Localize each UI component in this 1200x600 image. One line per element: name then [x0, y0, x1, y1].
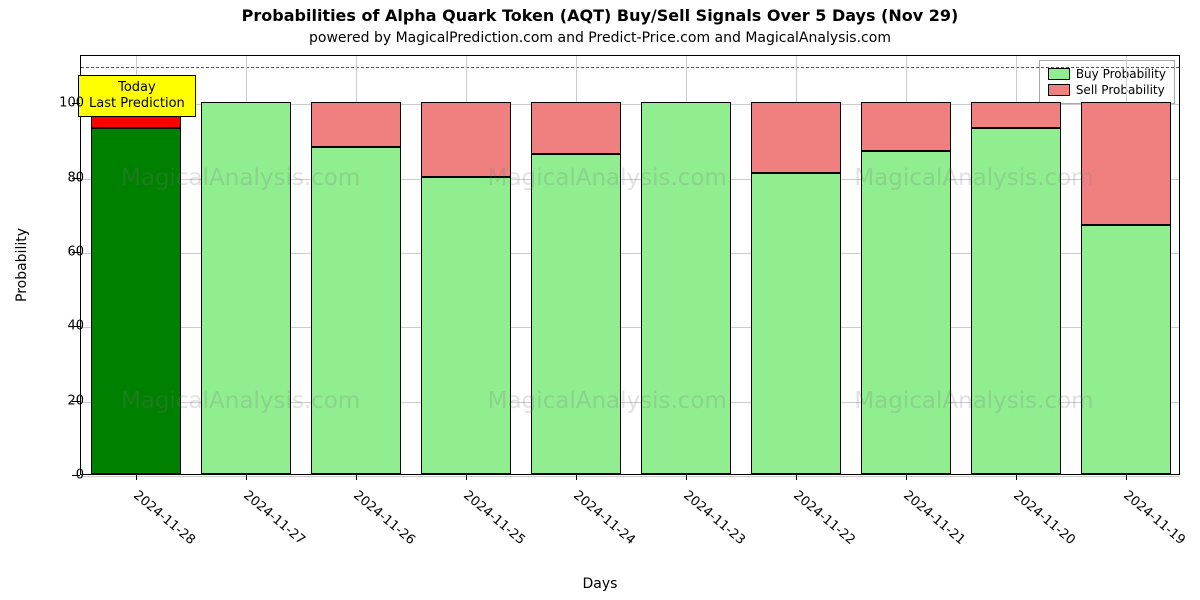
xtick [356, 474, 357, 480]
plot-area: Buy Probability Sell Probability 2024-11… [80, 55, 1180, 475]
bar-buy [641, 102, 731, 474]
ytick [72, 326, 80, 327]
xtick [906, 474, 907, 480]
bar-group [201, 56, 291, 474]
xtick-label: 2024-11-26 [350, 488, 418, 548]
bar-buy [1081, 225, 1171, 474]
xtick [466, 474, 467, 480]
bar-group [1081, 56, 1171, 474]
xtick-label: 2024-11-28 [130, 488, 198, 548]
annotation-line: Today [89, 80, 185, 96]
xtick [1016, 474, 1017, 480]
chart-container: Probabilities of Alpha Quark Token (AQT)… [0, 0, 1200, 600]
xtick-label: 2024-11-21 [900, 488, 968, 548]
ytick [72, 178, 80, 179]
bar-buy [201, 102, 291, 474]
xtick-label: 2024-11-20 [1010, 488, 1078, 548]
bar-group [421, 56, 511, 474]
xtick [1126, 474, 1127, 480]
bar-buy [421, 177, 511, 474]
xtick-label: 2024-11-23 [680, 488, 748, 548]
bar-buy [861, 151, 951, 474]
ytick [72, 252, 80, 253]
bar-buy [531, 154, 621, 474]
bar-buy [971, 128, 1061, 474]
bar-sell [861, 102, 951, 150]
xtick-label: 2024-11-27 [240, 488, 308, 548]
chart-subtitle: powered by MagicalPrediction.com and Pre… [0, 30, 1200, 46]
bar-sell [311, 102, 401, 147]
bar-group [751, 56, 841, 474]
bar-group [531, 56, 621, 474]
ytick [72, 475, 80, 476]
ytick [72, 103, 80, 104]
bar-sell [971, 102, 1061, 128]
annotation-today: TodayLast Prediction [78, 75, 196, 118]
annotation-line: Last Prediction [89, 96, 185, 112]
bar-group [91, 56, 181, 474]
xtick-label: 2024-11-19 [1120, 488, 1188, 548]
bar-buy [91, 128, 181, 474]
xtick-label: 2024-11-22 [790, 488, 858, 548]
xtick [686, 474, 687, 480]
xtick [796, 474, 797, 480]
xtick [246, 474, 247, 480]
bar-sell [421, 102, 511, 176]
bar-group [311, 56, 401, 474]
bar-buy [311, 147, 401, 474]
xtick-label: 2024-11-24 [570, 488, 638, 548]
xtick [136, 474, 137, 480]
y-axis-label: Probability [14, 228, 30, 302]
bar-buy [751, 173, 841, 474]
bar-group [641, 56, 731, 474]
bar-group [971, 56, 1061, 474]
chart-title: Probabilities of Alpha Quark Token (AQT)… [0, 6, 1200, 25]
bar-sell [1081, 102, 1171, 225]
bar-sell [751, 102, 841, 173]
xtick [576, 474, 577, 480]
bar-sell [531, 102, 621, 154]
x-axis-label: Days [0, 576, 1200, 592]
ytick [72, 401, 80, 402]
bar-group [861, 56, 951, 474]
xtick-label: 2024-11-25 [460, 488, 528, 548]
